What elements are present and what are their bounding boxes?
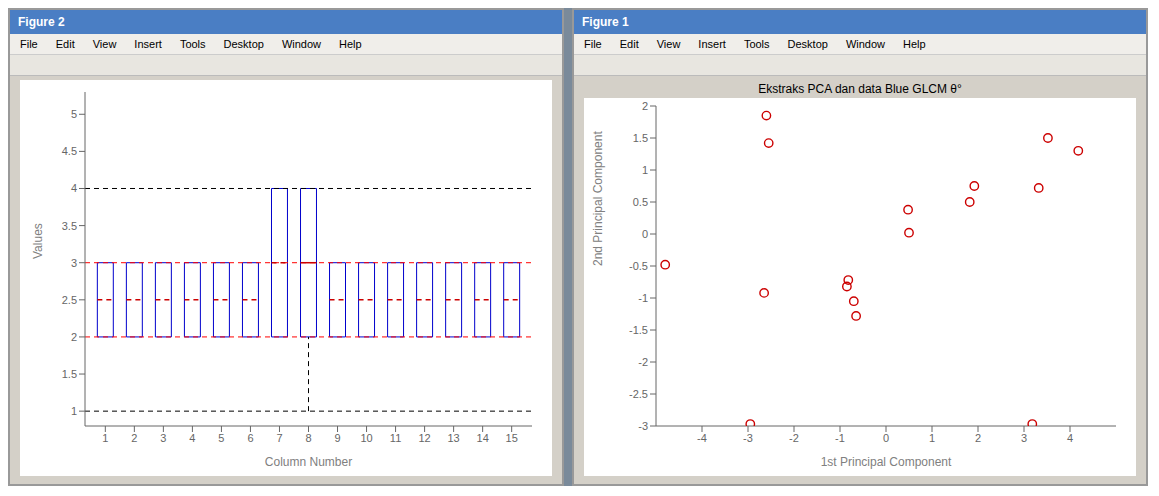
html-text:Ekstraks PCA dan data Blue GLC: Ekstraks PCA dan data Blue GLCM θ°: [758, 82, 962, 96]
svg-text:-3: -3: [743, 432, 753, 444]
svg-text:Values: Values: [31, 223, 45, 259]
svg-text:4.5: 4.5: [62, 145, 77, 157]
svg-text:-0.5: -0.5: [629, 260, 648, 272]
svg-text:14: 14: [477, 432, 489, 444]
svg-text:6: 6: [247, 432, 253, 444]
html-text:Window: Window: [845, 38, 885, 50]
svg-text:2: 2: [975, 432, 981, 444]
html-text:File: File: [584, 38, 602, 50]
svg-text:3.5: 3.5: [62, 220, 77, 232]
svg-text:15: 15: [506, 432, 518, 444]
svg-text:1: 1: [929, 432, 935, 444]
html-text:Help: Help: [903, 38, 926, 50]
html-text:Help: Help: [339, 38, 362, 50]
svg-text:0: 0: [642, 228, 648, 240]
svg-text:4: 4: [1067, 432, 1073, 444]
svg-text:Column Number: Column Number: [265, 455, 352, 469]
svg-text:-2.5: -2.5: [629, 388, 648, 400]
svg-text:5: 5: [218, 432, 224, 444]
html-text:View: View: [92, 38, 117, 50]
html-text:Desktop: Desktop: [787, 38, 828, 50]
svg-text:-1.5: -1.5: [629, 324, 648, 336]
svg-text:-2: -2: [638, 356, 648, 368]
svg-text:13: 13: [448, 432, 460, 444]
html-text:Figure 2: Figure 2: [18, 15, 65, 29]
svg-text:10: 10: [360, 432, 372, 444]
html-text:Edit: Edit: [619, 38, 639, 50]
html-text:Tools: Tools: [179, 38, 206, 50]
svg-text:2.5: 2.5: [62, 294, 77, 306]
svg-text:4: 4: [189, 432, 195, 444]
html-text:Tools: Tools: [743, 38, 770, 50]
svg-text:1: 1: [102, 432, 108, 444]
svg-text:2: 2: [131, 432, 137, 444]
svg-text:0.5: 0.5: [633, 196, 648, 208]
svg-text:3: 3: [1021, 432, 1027, 444]
svg-text:4: 4: [71, 182, 77, 194]
svg-text:9: 9: [334, 432, 340, 444]
svg-text:2: 2: [642, 100, 648, 112]
svg-text:1.5: 1.5: [633, 132, 648, 144]
svg-text:12: 12: [418, 432, 430, 444]
html-text:Edit: Edit: [55, 38, 75, 50]
svg-text:-1: -1: [835, 432, 845, 444]
svg-text:1: 1: [71, 405, 77, 417]
svg-text:0: 0: [883, 432, 889, 444]
html-text:Figure 1: Figure 1: [582, 15, 629, 29]
html-text:Desktop: Desktop: [223, 38, 264, 50]
html-text:Insert: Insert: [134, 38, 162, 50]
svg-text:8: 8: [305, 432, 311, 444]
html-text:Window: Window: [281, 38, 321, 50]
svg-text:-4: -4: [697, 432, 707, 444]
html-text:Insert: Insert: [698, 38, 726, 50]
html-text:View: View: [656, 38, 681, 50]
svg-text:3: 3: [71, 257, 77, 269]
svg-text:7: 7: [276, 432, 282, 444]
svg-text:-2: -2: [789, 432, 799, 444]
svg-text:3: 3: [160, 432, 166, 444]
svg-text:1st Principal Component: 1st Principal Component: [821, 455, 952, 469]
svg-text:1.5: 1.5: [62, 368, 77, 380]
svg-text:5: 5: [71, 108, 77, 120]
svg-text:2: 2: [71, 331, 77, 343]
svg-text:11: 11: [390, 432, 401, 444]
html-text:File: File: [20, 38, 38, 50]
svg-text:2nd Principal Component: 2nd Principal Component: [591, 131, 605, 266]
svg-text:-3: -3: [638, 420, 648, 432]
svg-text:1: 1: [642, 164, 648, 176]
svg-text:-1: -1: [638, 292, 648, 304]
